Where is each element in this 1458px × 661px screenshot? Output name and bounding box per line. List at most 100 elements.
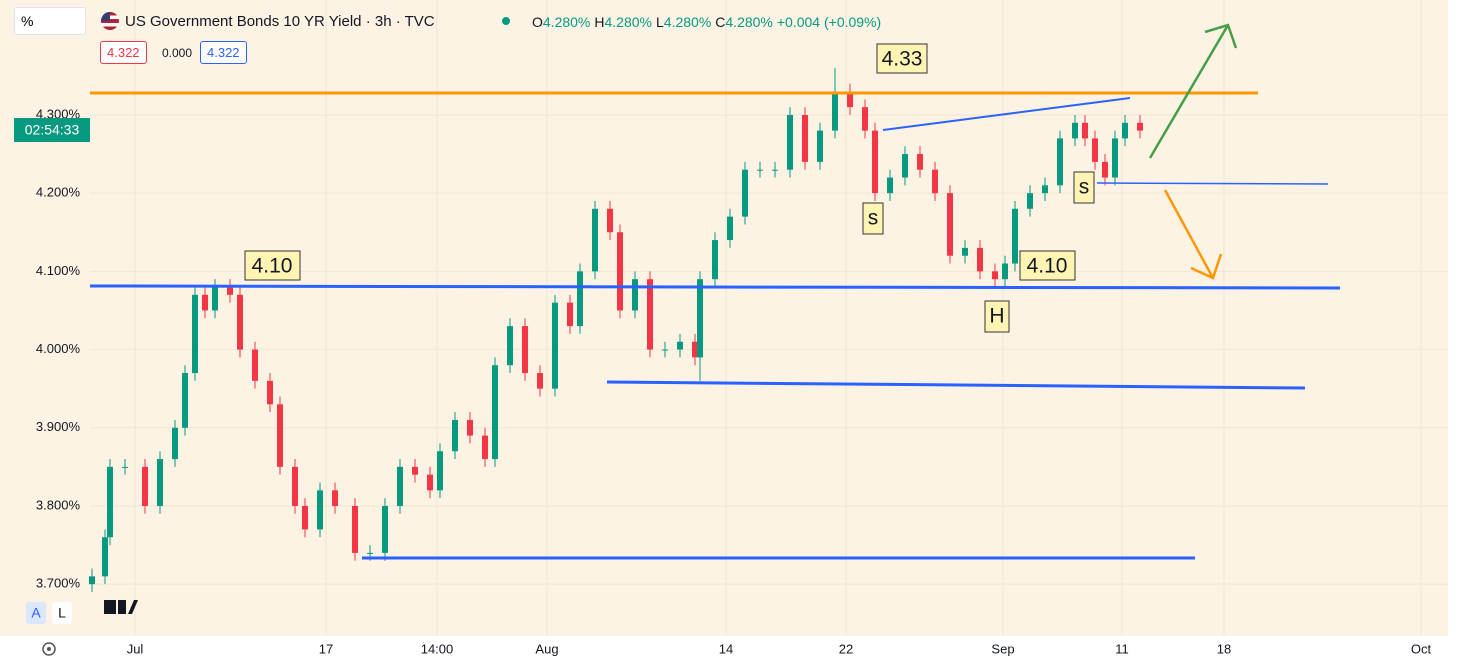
candle-body (172, 427, 178, 460)
annotation-box (984, 300, 1010, 333)
candle-body (267, 380, 273, 405)
x-tick-label: 11 (1115, 641, 1129, 656)
candle-body (617, 232, 623, 311)
down-arrow (1163, 189, 1223, 280)
axes: 3.700% 3.800% 3.900% 4.000% 4.100% 4.200% 4.30… (36, 106, 1432, 656)
up-arrow (1148, 23, 1238, 159)
price-tag (14, 118, 90, 142)
annotation: 4.10 (1027, 255, 1068, 278)
candle-body (677, 341, 683, 350)
spread: 0.000 (162, 46, 193, 60)
candle-body (537, 373, 543, 389)
search-box[interactable]: % (14, 7, 86, 35)
candle-body (832, 91, 838, 131)
candle-body (107, 466, 113, 538)
annotation: s (1079, 176, 1090, 199)
flag-icon (101, 12, 119, 30)
y-tick-label: 3.700% (36, 576, 81, 591)
candle-body (522, 326, 528, 374)
candle-body (1027, 193, 1033, 209)
candle-body (932, 169, 938, 194)
candle-body (332, 490, 338, 506)
annotation: 4.33 (882, 48, 923, 71)
candle-body (482, 435, 488, 460)
candle-body (102, 537, 108, 577)
settings-icon-dot (47, 647, 51, 651)
candle-body (182, 373, 188, 428)
y-tick-label: 3.800% (36, 497, 81, 512)
status-dot (502, 17, 510, 25)
x-tick-label: 17 (319, 641, 333, 656)
candle-body (1012, 208, 1018, 264)
candle-body (352, 505, 358, 553)
candle-body (632, 279, 638, 311)
ohlc-key: L (655, 14, 664, 30)
countdown: 02:54:33 (25, 122, 80, 138)
x-tick-label: Oct (1411, 641, 1432, 656)
annotation: s (868, 207, 879, 230)
y-tick-label: 4.300% (36, 106, 81, 121)
candle-body (412, 466, 418, 475)
plot-background (0, 0, 1448, 636)
annotation-box (1019, 250, 1076, 281)
candle-body (317, 490, 323, 530)
candle-body (992, 271, 998, 280)
candle-body (252, 349, 258, 381)
flag-canton (101, 12, 110, 21)
candle-body (787, 114, 793, 170)
symbol-title: US Government Bonds 10 YR Yield · 3h · T… (125, 13, 435, 30)
y-tick-label: 4.100% (36, 263, 81, 278)
candle-body (862, 107, 868, 131)
candle-body (552, 302, 558, 389)
scale-button[interactable] (52, 602, 72, 624)
annotations: 4.33 4.10 4.10 s s H (244, 43, 1095, 333)
candle-body (1137, 122, 1143, 131)
candle-body (662, 349, 668, 351)
candle-body (692, 341, 698, 358)
x-tick-label: Sep (991, 641, 1014, 656)
candle-body (382, 505, 388, 553)
x-tick-label: Jul (127, 641, 144, 656)
candle-body (1112, 138, 1118, 178)
candle-body (1002, 263, 1008, 280)
support-line (89, 284, 1341, 290)
scale-button-label[interactable]: A (31, 605, 41, 621)
settings-icon[interactable] (42, 642, 56, 656)
candle-body (742, 169, 748, 217)
candle-body (367, 552, 373, 554)
candles (89, 68, 1143, 592)
x-tick-label: 18 (1217, 641, 1231, 656)
trend-line (882, 97, 1131, 131)
scale-button-label[interactable]: L (58, 605, 66, 621)
ask-box[interactable]: 4.322 (200, 41, 247, 64)
candle-body (977, 247, 983, 272)
candle-body (437, 451, 443, 491)
candle-body (917, 154, 923, 170)
candle-body (452, 419, 458, 452)
candle-body (467, 419, 473, 436)
candle-body (202, 294, 208, 311)
candle-body (1082, 122, 1088, 139)
candle-body (1042, 185, 1048, 194)
candle-body (647, 279, 653, 350)
x-tick-label: 22 (839, 641, 853, 656)
candle-body (592, 208, 598, 272)
bid-box[interactable]: 4.322 (100, 41, 147, 64)
candle-body (212, 287, 218, 311)
ohlc-key: O (532, 14, 543, 30)
ohlc-value: 4.280% (604, 14, 652, 30)
candle-body (237, 294, 243, 350)
candle-body (1102, 161, 1108, 178)
scale-button[interactable] (26, 602, 46, 624)
neckline (1096, 182, 1329, 185)
annotation-box (244, 250, 301, 281)
candle-body (887, 177, 893, 194)
candle-body (1057, 138, 1063, 186)
candle-body (872, 130, 878, 194)
ohlc-value: 4.280% (663, 14, 712, 30)
annotation-box (862, 202, 884, 235)
x-tick-label: 14 (719, 641, 733, 656)
candle-body (817, 130, 823, 162)
candle-body (757, 169, 763, 171)
